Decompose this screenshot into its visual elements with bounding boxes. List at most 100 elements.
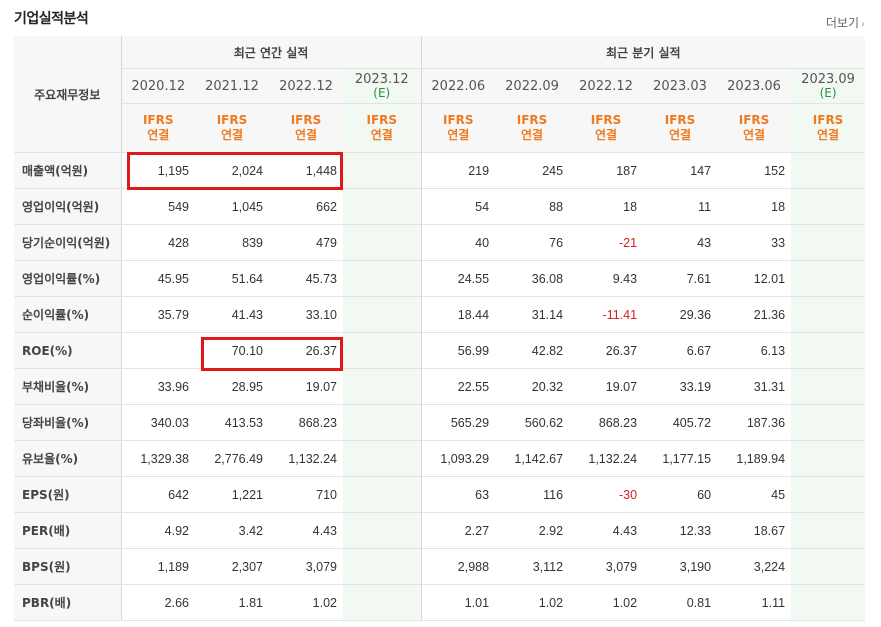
table-cell: 28.95 — [195, 368, 269, 405]
table-cell: 565.29 — [421, 404, 496, 441]
annual-group-header: 최근 연간 실적 — [121, 36, 422, 69]
table-cell: 405.72 — [643, 404, 718, 441]
table-cell: 1.01 — [421, 584, 496, 621]
more-link[interactable]: 더보기 › — [826, 14, 865, 31]
table-cell: 187.36 — [717, 404, 792, 441]
table-cell: 868.23 — [569, 404, 644, 441]
ifrs-label: IFRS — [738, 113, 770, 127]
table-cell: 2,988 — [421, 548, 496, 585]
consolidated-label: 연결 — [447, 128, 470, 142]
table-cell — [343, 404, 422, 441]
table-cell: 1,189.94 — [717, 440, 792, 477]
ifrs-label: IFRS — [664, 113, 696, 127]
table-cell: -30 — [569, 476, 644, 513]
table-cell: 40 — [421, 224, 496, 261]
period-date: 2020.12 — [131, 78, 186, 94]
table-cell: 187 — [569, 152, 644, 189]
ifrs-label: IFRS — [443, 113, 474, 127]
period-date-header: 2022.06 — [421, 68, 496, 104]
table-cell — [791, 224, 866, 261]
table-cell: 1,132.24 — [269, 440, 343, 477]
period-date: 2021.12 — [205, 78, 259, 94]
table-cell: 26.37 — [269, 332, 343, 369]
ifrs-label: IFRS — [290, 113, 322, 127]
table-cell — [343, 584, 422, 621]
ifrs-header: IFRS 연결 — [495, 103, 570, 153]
ifrs-header: IFRS 연결 — [569, 103, 644, 153]
section-title: 기업실적분석 — [14, 11, 89, 27]
table-cell — [343, 332, 422, 369]
table-cell: 20.32 — [495, 368, 570, 405]
table-cell: 1,221 — [195, 476, 269, 513]
table-cell: 560.62 — [495, 404, 570, 441]
consolidated-label: 연결 — [817, 128, 840, 142]
consolidated-label: 연결 — [521, 128, 544, 142]
table-cell: 413.53 — [195, 404, 269, 441]
table-cell: 2,024 — [195, 152, 269, 189]
table-cell: -21 — [569, 224, 644, 261]
table-row: EPS(원) 642 1,221 710 63 116 -30 60 45 — [14, 476, 866, 513]
table-cell: 1.02 — [569, 584, 644, 621]
table-cell: 1,045 — [195, 188, 269, 225]
period-date: 2023.06 — [727, 78, 781, 94]
row-label: 부채비율(%) — [14, 368, 122, 405]
table-cell: 9.43 — [569, 260, 644, 297]
consolidated-label: 연결 — [220, 128, 244, 142]
ifrs-header: IFRS 연결 — [343, 103, 422, 153]
table-cell: 839 — [195, 224, 269, 261]
table-cell: 12.33 — [643, 512, 718, 549]
table-cell: 152 — [717, 152, 792, 189]
table-cell: 4.43 — [269, 512, 343, 549]
table-cell: 18.44 — [421, 296, 496, 333]
period-date: 2022.12 — [579, 78, 633, 94]
table-cell: 4.92 — [121, 512, 195, 549]
row-label: 매출액(억원) — [14, 152, 122, 189]
consolidated-label: 연결 — [294, 128, 318, 142]
table-cell: 3,190 — [643, 548, 718, 585]
period-date-header: 2022.09 — [495, 68, 570, 104]
table-cell: 18.67 — [717, 512, 792, 549]
table-cell: 33.10 — [269, 296, 343, 333]
table-cell: 1.81 — [195, 584, 269, 621]
period-date-header: 2022.12 — [569, 68, 644, 104]
table-cell: 3,224 — [717, 548, 792, 585]
period-date-header: 2020.12 — [121, 68, 195, 104]
table-cell: 3,079 — [569, 548, 644, 585]
table-cell: 19.07 — [269, 368, 343, 405]
label-header: 주요재무정보 — [14, 36, 122, 153]
row-label: 영업이익(억원) — [14, 188, 122, 225]
table-cell: 45 — [717, 476, 792, 513]
table-cell: 1,448 — [269, 152, 343, 189]
table-cell: 219 — [421, 152, 496, 189]
table-cell: 2,776.49 — [195, 440, 269, 477]
row-label: 유보율(%) — [14, 440, 122, 477]
table-cell: 662 — [269, 188, 343, 225]
table-cell: 3,079 — [269, 548, 343, 585]
table-cell: 428 — [121, 224, 195, 261]
ifrs-header: IFRS 연결 — [195, 103, 269, 153]
table-cell: 45.95 — [121, 260, 195, 297]
table-cell: -11.41 — [569, 296, 644, 333]
table-cell: 2.27 — [421, 512, 496, 549]
table-cell: 340.03 — [121, 404, 195, 441]
table-cell: 868.23 — [269, 404, 343, 441]
row-label: PBR(배) — [14, 584, 122, 621]
table-cell — [343, 224, 422, 261]
ifrs-label: IFRS — [216, 113, 248, 127]
table-cell: 147 — [643, 152, 718, 189]
table-row: PBR(배) 2.66 1.81 1.02 1.01 1.02 1.02 0.81 1.11 — [14, 584, 866, 621]
table-row: 영업이익(억원) 549 1,045 662 54 88 18 11 18 — [14, 188, 866, 225]
ifrs-label: IFRS — [142, 113, 174, 127]
table-cell: 1,195 — [121, 152, 195, 189]
table-cell: 1.02 — [269, 584, 343, 621]
ifrs-header: IFRS 연결 — [421, 103, 496, 153]
table-cell: 88 — [495, 188, 570, 225]
table-cell: 3.42 — [195, 512, 269, 549]
table-row: 부채비율(%) 33.96 28.95 19.07 22.55 20.32 19.07 33.… — [14, 368, 866, 405]
row-label: ROE(%) — [14, 332, 122, 369]
period-date: 2023.09 — [801, 71, 855, 87]
table-row: PER(배) 4.92 3.42 4.43 2.27 2.92 4.43 12.33 18.67 — [14, 512, 866, 549]
table-cell — [343, 188, 422, 225]
table-row: 당기순이익(억원) 428 839 479 40 76 -21 43 33 — [14, 224, 866, 261]
period-date-header: 2023.09 (E) — [791, 68, 866, 104]
